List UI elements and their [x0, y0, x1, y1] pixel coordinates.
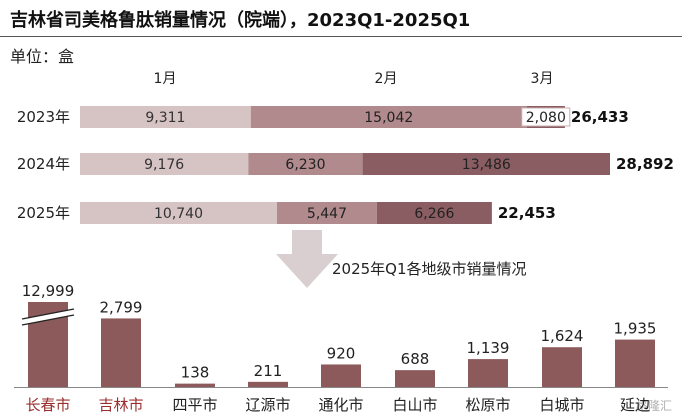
city-value-1: 12,999 — [22, 282, 75, 300]
city-label-4: 辽源市 — [245, 396, 290, 414]
total-label-2: 28,892 — [616, 155, 674, 173]
down-arrow — [276, 230, 338, 288]
bar-label-3-2: 5,447 — [307, 206, 347, 222]
city-bar-7 — [468, 359, 508, 387]
bar-3-3 — [376, 202, 492, 224]
bar-1-2 — [250, 106, 527, 128]
bar-label-box — [521, 107, 571, 127]
title-divider — [0, 36, 682, 37]
city-bar-6 — [395, 370, 435, 387]
city-label-2: 吉林市 — [98, 396, 143, 414]
row-label-2: 2024年 — [17, 155, 70, 173]
bar-2-2 — [248, 153, 363, 175]
legend-3: 3月 — [531, 71, 554, 87]
bar-label-3-1: 10,740 — [154, 206, 203, 222]
city-bar-9 — [615, 339, 655, 387]
city-label-1: 长春市 — [25, 396, 70, 414]
city-label-8: 白城市 — [539, 396, 584, 414]
city-value-2: 2,799 — [100, 298, 143, 316]
city-label-6: 白山市 — [392, 396, 437, 414]
bar-3-1 — [80, 202, 278, 224]
bar-2-1 — [80, 153, 249, 175]
city-bar-4 — [248, 381, 288, 387]
chart-title: 吉林省司美格鲁肽销量情况（院端），2023Q1-2025Q1 — [10, 10, 471, 31]
city-label-9: 延边 — [620, 396, 650, 414]
bar-label-1-3: 2,080 — [526, 110, 566, 126]
bar-label-2-3: 13,486 — [462, 157, 511, 173]
bar-3-2 — [277, 202, 377, 224]
city-value-7: 1,139 — [467, 339, 510, 357]
city-label-3: 四平市 — [172, 396, 217, 414]
city-label-7: 松原市 — [465, 396, 510, 414]
bar-1-1 — [80, 106, 251, 128]
city-bar-5 — [321, 364, 361, 387]
city-label-5: 通化市 — [318, 396, 363, 414]
row-label-3: 2025年 — [17, 204, 70, 222]
bar-label-2-2: 6,230 — [285, 157, 325, 173]
city-value-6: 688 — [401, 350, 430, 368]
total-label-1: 26,433 — [571, 108, 629, 126]
city-value-9: 1,935 — [614, 320, 657, 338]
city-bar-3 — [175, 383, 215, 387]
legend-1: 1月 — [154, 71, 177, 87]
bar-2-3 — [362, 153, 610, 175]
city-value-5: 920 — [327, 344, 356, 362]
axis-break-line — [21, 308, 75, 320]
city-value-3: 138 — [181, 364, 210, 382]
unit-label: 单位：盒 — [10, 47, 75, 66]
city-bar-8 — [542, 347, 582, 387]
bar-label-1-1: 9,311 — [145, 110, 185, 126]
legend-2: 2月 — [375, 71, 398, 87]
total-label-3: 22,453 — [498, 204, 556, 222]
city-value-8: 1,624 — [541, 327, 584, 345]
row-label-1: 2023年 — [17, 108, 70, 126]
axis-break-gap — [21, 309, 75, 325]
axis-break-line — [21, 314, 75, 326]
bar-label-2-1: 9,176 — [144, 157, 184, 173]
bar-label-1-2: 15,042 — [364, 110, 413, 126]
city-bar-2 — [101, 318, 141, 387]
city-value-4: 211 — [254, 362, 283, 380]
watermark: 格隆汇 — [635, 399, 672, 413]
city-chart-title: 2025年Q1各地级市销量情况 — [332, 260, 527, 278]
bar-label-3-3: 6,266 — [414, 206, 454, 222]
